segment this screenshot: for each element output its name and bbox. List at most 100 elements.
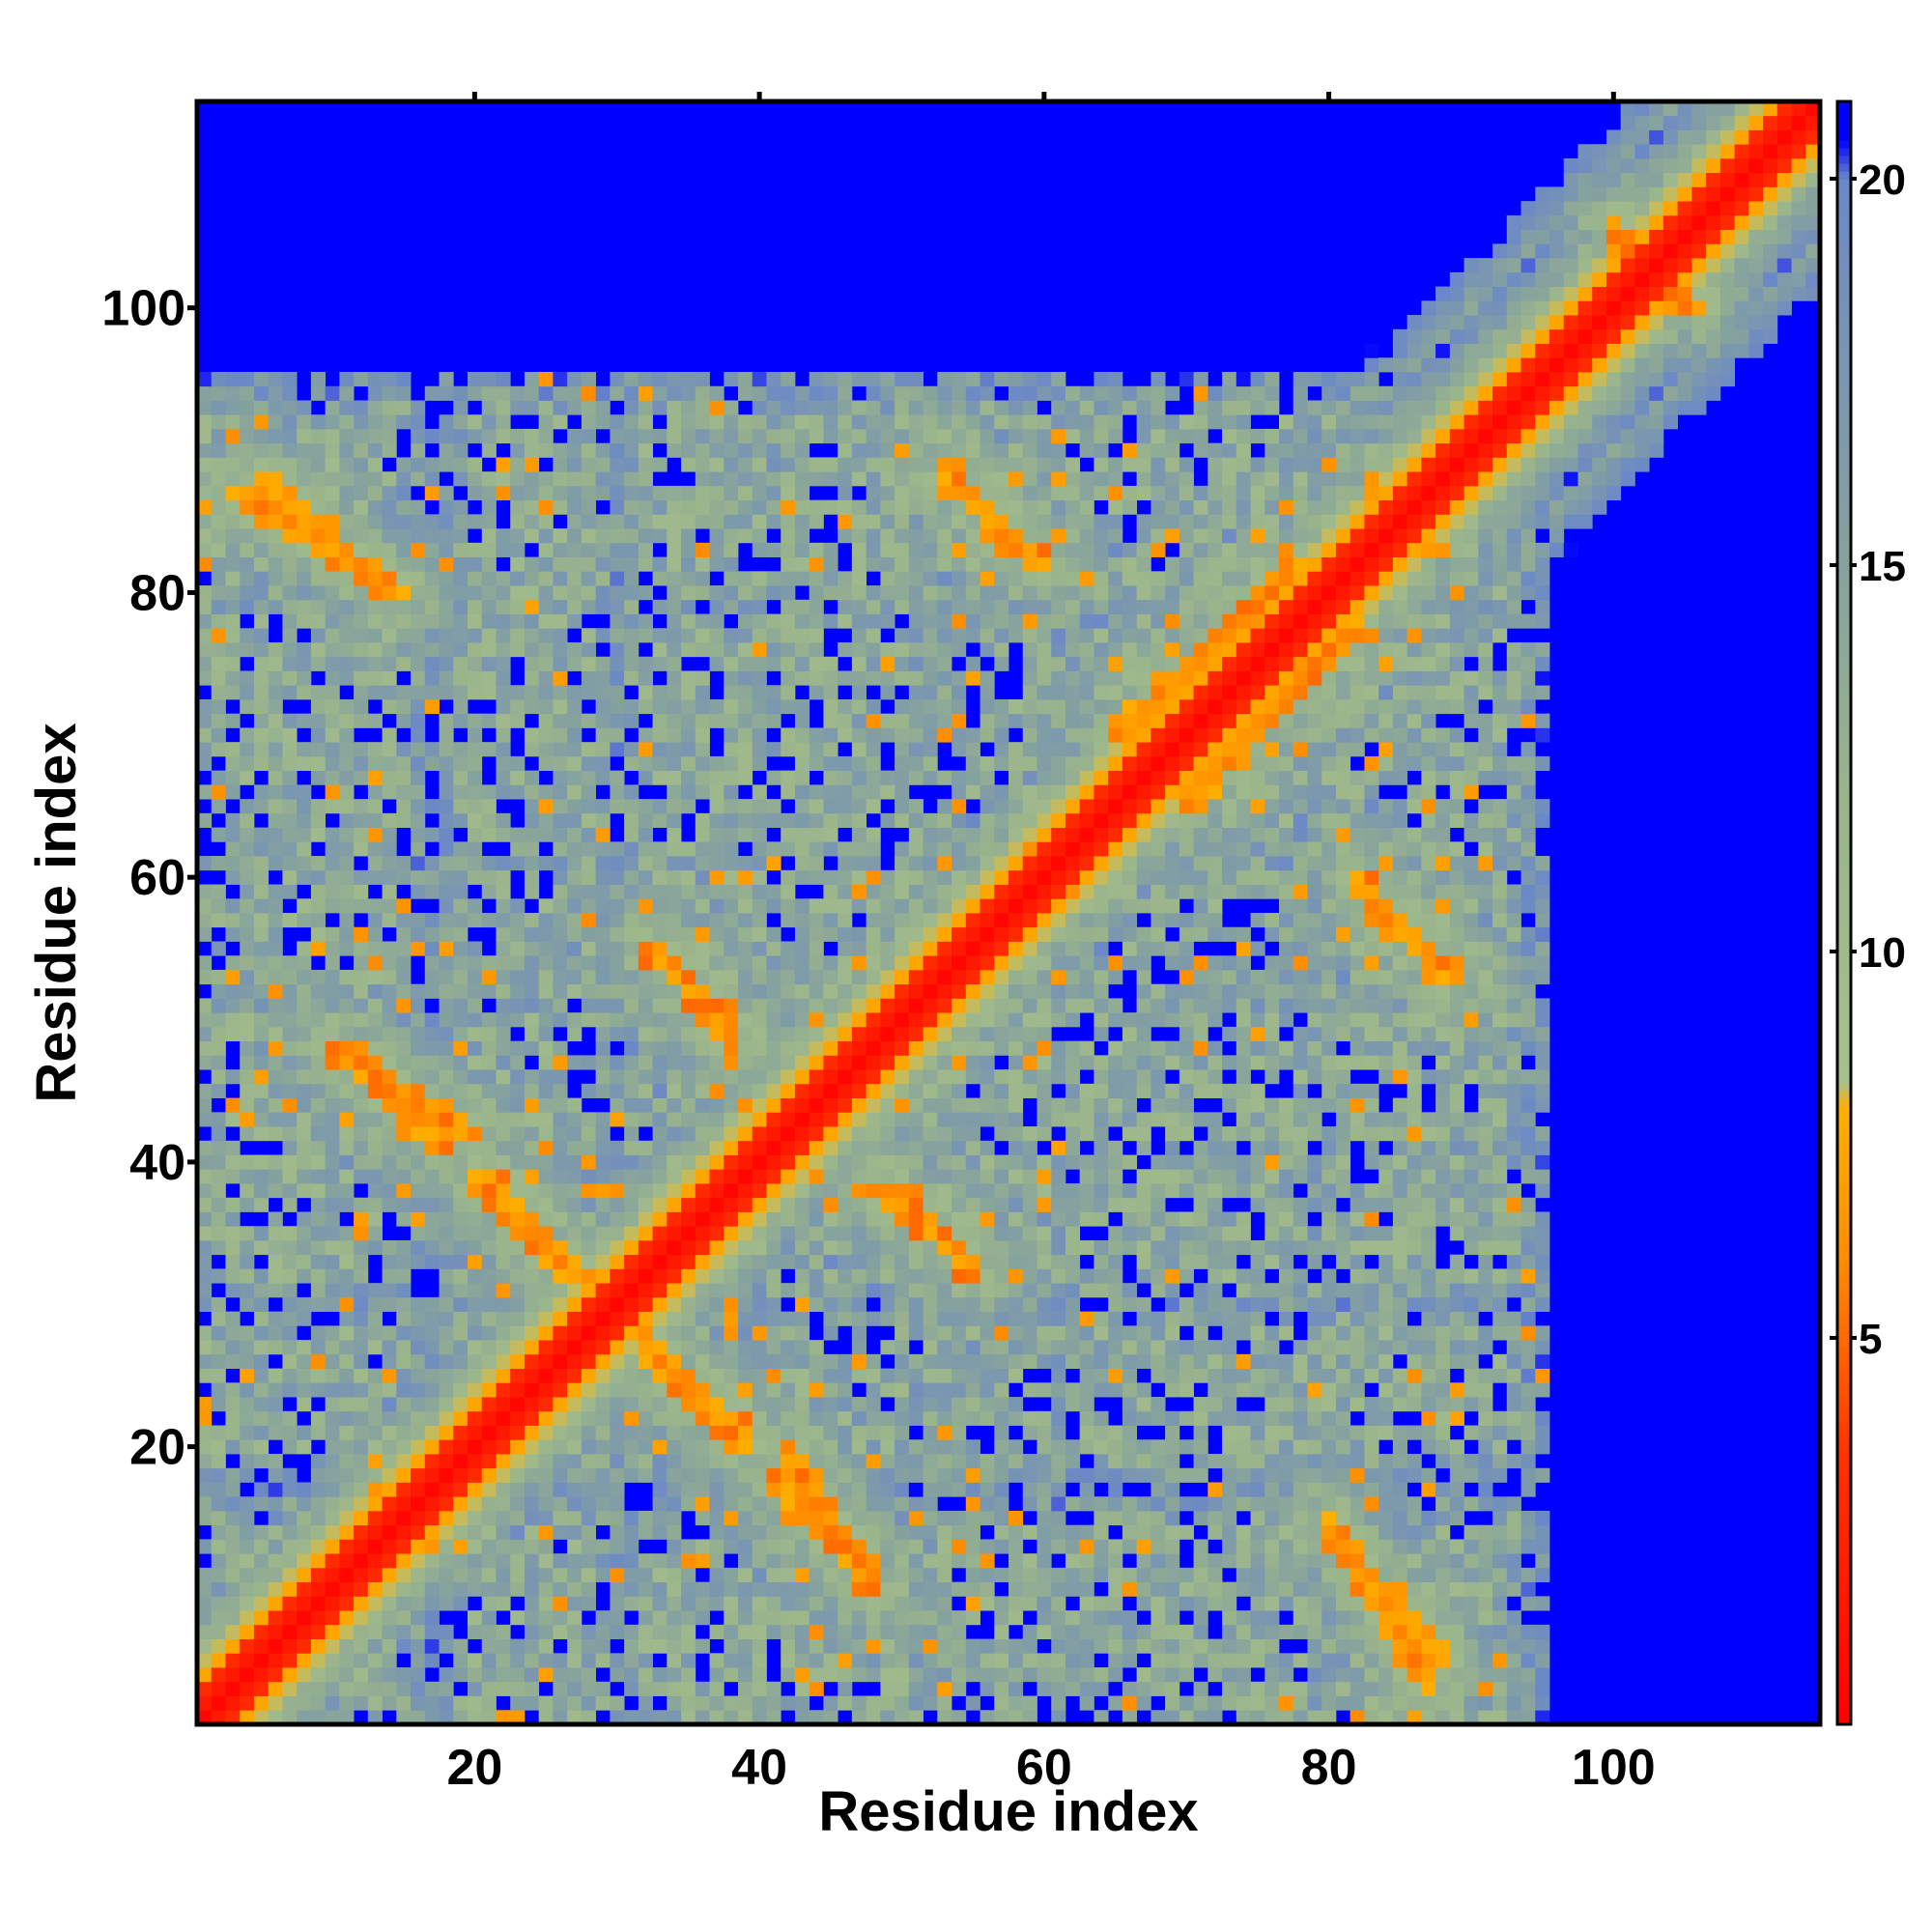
heatmap-cell (624, 1382, 639, 1398)
heatmap-cell (510, 628, 526, 643)
heatmap-cell (354, 1140, 369, 1155)
heatmap-cell (952, 556, 967, 572)
heatmap-cell (282, 841, 298, 857)
heatmap-cell (439, 1154, 454, 1170)
heatmap-cell (325, 698, 340, 715)
heatmap-cell (752, 1268, 767, 1284)
heatmap-cell (695, 1296, 710, 1313)
heatmap-cell (695, 827, 710, 842)
heatmap-cell (851, 1268, 867, 1284)
heatmap-cell (367, 1211, 383, 1227)
heatmap-cell (908, 1524, 923, 1540)
heatmap-cell (325, 1624, 340, 1639)
heatmap-cell (453, 585, 469, 601)
heatmap-cell (453, 1140, 469, 1155)
heatmap-cell (895, 1653, 910, 1668)
heatmap-cell (225, 1283, 241, 1298)
heatmap-cell (225, 1268, 241, 1284)
heatmap-cell (411, 1325, 426, 1341)
heatmap-cell (937, 770, 952, 785)
heatmap-cell (809, 898, 824, 914)
heatmap-cell (197, 385, 213, 401)
heatmap-cell (339, 585, 355, 601)
heatmap-cell (766, 514, 781, 529)
heatmap-cell (923, 1496, 938, 1512)
heatmap-cell (681, 1026, 696, 1042)
heatmap-cell (610, 742, 625, 757)
heatmap-cell (766, 642, 781, 658)
heatmap-cell (624, 913, 639, 928)
heatmap-cell (510, 428, 526, 444)
heatmap-cell (496, 913, 511, 928)
heatmap-cell (766, 457, 781, 472)
heatmap-cell (980, 385, 995, 401)
heatmap-cell (738, 898, 753, 914)
heatmap-cell (424, 457, 440, 472)
heatmap-cell (980, 1012, 995, 1028)
heatmap-cell (752, 1353, 767, 1369)
heatmap-cell (253, 528, 270, 544)
heatmap-cell (752, 1340, 767, 1355)
heatmap-cell (411, 685, 426, 700)
heatmap-cell (595, 1624, 611, 1639)
heatmap-cell (624, 1596, 639, 1611)
heatmap-cell (354, 983, 369, 999)
heatmap-cell (496, 983, 511, 999)
heatmap-cell (282, 1239, 298, 1256)
heatmap-cell (838, 1382, 853, 1398)
heatmap-cell (752, 969, 767, 985)
heatmap-cell (538, 1524, 554, 1540)
heatmap-cell (240, 1653, 255, 1668)
heatmap-cell (781, 1239, 796, 1256)
heatmap-cell (851, 827, 867, 842)
heatmap-cell (709, 1026, 724, 1042)
heatmap-cell (709, 1140, 724, 1155)
heatmap-cell (197, 1239, 213, 1256)
heatmap-cell (481, 685, 497, 700)
heatmap-cell (781, 955, 796, 971)
heatmap-cell (624, 1710, 639, 1725)
heatmap-cell (339, 1553, 355, 1569)
heatmap-cell (838, 755, 853, 772)
heatmap-cell (610, 528, 625, 544)
heatmap-cell (994, 1382, 1009, 1398)
heatmap-cell (282, 685, 298, 700)
heatmap-cell (510, 471, 526, 487)
heatmap-cell (724, 755, 739, 772)
heatmap-cell (524, 372, 540, 387)
heatmap-cell (396, 1097, 412, 1113)
heatmap-cell (695, 841, 710, 857)
heatmap-cell (567, 799, 582, 814)
heatmap-cell (952, 998, 967, 1013)
heatmap-cell (766, 983, 781, 999)
heatmap-cell (453, 1026, 469, 1042)
heatmap-cell (980, 755, 995, 772)
heatmap-cell (282, 400, 298, 415)
heatmap-cell (908, 571, 923, 586)
heatmap-cell (752, 1397, 767, 1412)
heatmap-cell (496, 485, 511, 501)
heatmap-cell (895, 884, 910, 899)
heatmap-cell (980, 1325, 995, 1341)
heatmap-cell (738, 1140, 753, 1155)
heatmap-cell (310, 442, 327, 458)
heatmap-cell (325, 1268, 340, 1284)
heatmap-cell (453, 1695, 469, 1711)
heatmap-cell (538, 1467, 554, 1483)
heatmap-cell (253, 471, 270, 487)
heatmap-cell (310, 656, 327, 671)
heatmap-cell (367, 656, 383, 671)
heatmap-cell (325, 1325, 340, 1341)
heatmap-cell (994, 1239, 1009, 1256)
heatmap-cell (794, 1624, 810, 1639)
heatmap-cell (197, 542, 213, 557)
heatmap-cell (738, 1026, 753, 1042)
heatmap-cell (595, 1567, 611, 1583)
heatmap-cell (382, 414, 397, 430)
heatmap-cell (610, 1695, 625, 1711)
heatmap-cell (695, 1026, 710, 1042)
heatmap-cell (439, 812, 454, 828)
heatmap-cell (895, 556, 910, 572)
heatmap-cell (595, 1197, 611, 1212)
heatmap-cell (937, 698, 952, 715)
